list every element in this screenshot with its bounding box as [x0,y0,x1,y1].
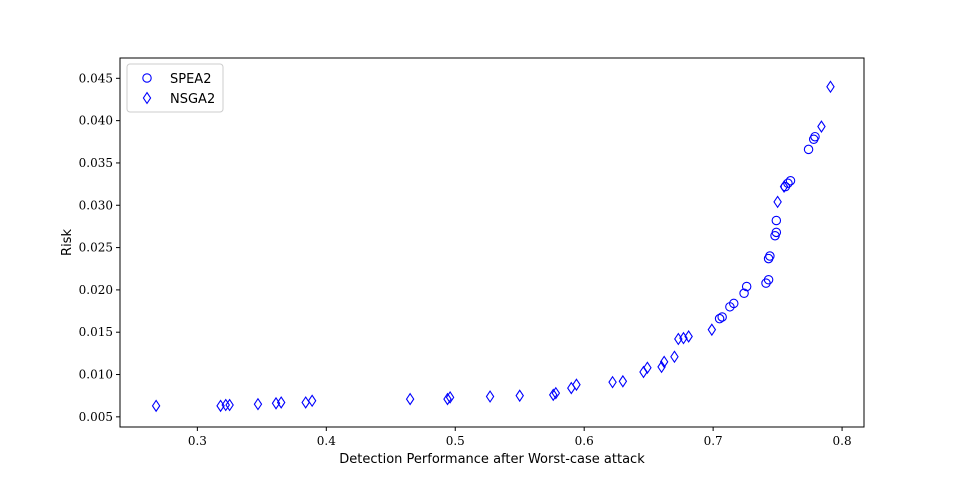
legend-marker-spea2 [142,73,152,83]
nsga2-point [221,398,230,412]
nsga2-point [773,195,782,209]
spea2-point [763,274,774,285]
nsga2-point [405,392,415,406]
spea2-point [763,253,774,264]
nsga2-point [670,350,679,364]
legend-marker-nsga2 [142,91,152,105]
nsga2-point [572,378,581,392]
spea2-point [771,227,782,238]
spea2-point [714,313,725,324]
nsga2-point [551,386,561,400]
nsga2-point [253,397,263,411]
y-tick-label: 0.015 [79,325,113,339]
nsga2-point [485,390,495,403]
nsga2-point [151,399,161,413]
spea2-point [741,281,752,292]
x-tick-label: 0.3 [188,434,207,448]
y-tick-label: 0.040 [79,114,113,128]
spea2-point [761,278,771,288]
nsga2-point [643,361,652,375]
y-tick-label: 0.030 [79,198,113,212]
nsga2-point [817,120,826,133]
y-axis-label: Risk [60,229,75,256]
spea2-point [785,175,796,186]
y-tick-label: 0.045 [79,71,113,85]
nsga2-point [679,331,688,345]
nsga2-point [659,355,669,369]
x-axis-label: Detection Performance after Worst-case a… [339,452,645,467]
y-tick-label: 0.005 [79,410,113,424]
nsga2-point [567,381,576,395]
nsga2-point [779,180,789,194]
nsga2-point [548,388,558,402]
nsga2-point [657,360,666,374]
x-tick-label: 0.5 [446,434,465,448]
x-tick-label: 0.7 [704,434,723,448]
nsga2-point [515,389,524,403]
nsga2-point [301,396,310,409]
spea2-point [810,131,820,142]
plot-frame [119,57,865,428]
legend-label-nsga2: NSGA2 [170,92,215,107]
nsga2-point [225,398,234,412]
y-tick-label: 0.020 [79,283,113,297]
nsga2-point [608,375,617,389]
x-tick-label: 0.8 [833,434,852,448]
nsga2-point [618,374,628,388]
nsga2-point [276,396,286,409]
x-axis: 0.3 0.4 0.5 0.6 0.7 0.8 [188,427,852,448]
spea2-point [729,298,739,309]
spea2-point [717,312,727,322]
spea2-point [803,144,814,155]
x-tick-label: 0.4 [317,434,336,448]
legend-label-spea2: SPEA2 [170,72,211,87]
nsga2-point [445,390,455,404]
nsga2-point [307,394,317,408]
spea2-point [765,251,775,261]
chart-marks [151,80,835,413]
x-tick-label: 0.6 [575,434,594,448]
nsga2-point [826,80,835,94]
legend: SPEA2 NSGA2 [126,63,224,113]
y-axis: 0.005 0.010 0.015 0.020 0.025 0.030 0.035 0.040… [79,71,120,424]
spea2-point [783,178,793,189]
spea2-point [808,134,819,144]
y-tick-label: 0.010 [79,368,113,382]
nsga2-point [707,323,717,337]
nsga2-point [684,330,693,343]
nsga2-point [443,392,452,406]
y-tick-label: 0.025 [79,241,113,255]
y-tick-label: 0.035 [79,156,113,170]
spea2-point [771,215,782,226]
spea2-point [739,288,749,299]
